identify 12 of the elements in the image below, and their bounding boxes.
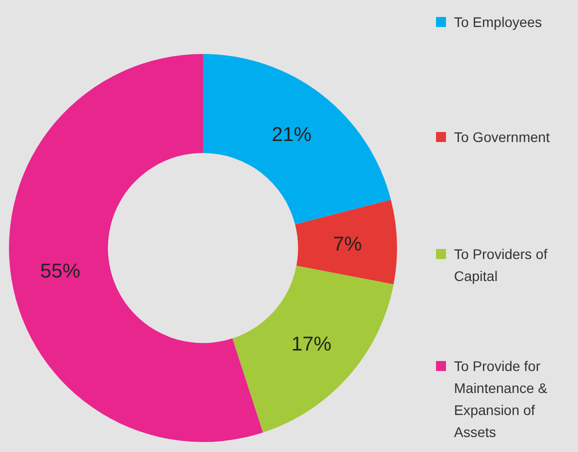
data-label: 55% xyxy=(40,260,80,283)
donut-slice xyxy=(9,54,263,442)
legend-label: To Employees xyxy=(454,14,542,30)
data-label: 21% xyxy=(272,124,312,146)
donut-slice xyxy=(203,54,391,224)
legend-label: To Providers of Capital xyxy=(454,246,548,284)
data-label: 17% xyxy=(291,334,332,356)
legend-label: To Provide for Maintenance & Expansion of Assets xyxy=(454,358,548,440)
legend-label: To Government xyxy=(454,128,550,145)
donut-slice xyxy=(232,266,394,433)
data-label: 7% xyxy=(333,233,362,256)
donut-slice xyxy=(295,200,397,284)
